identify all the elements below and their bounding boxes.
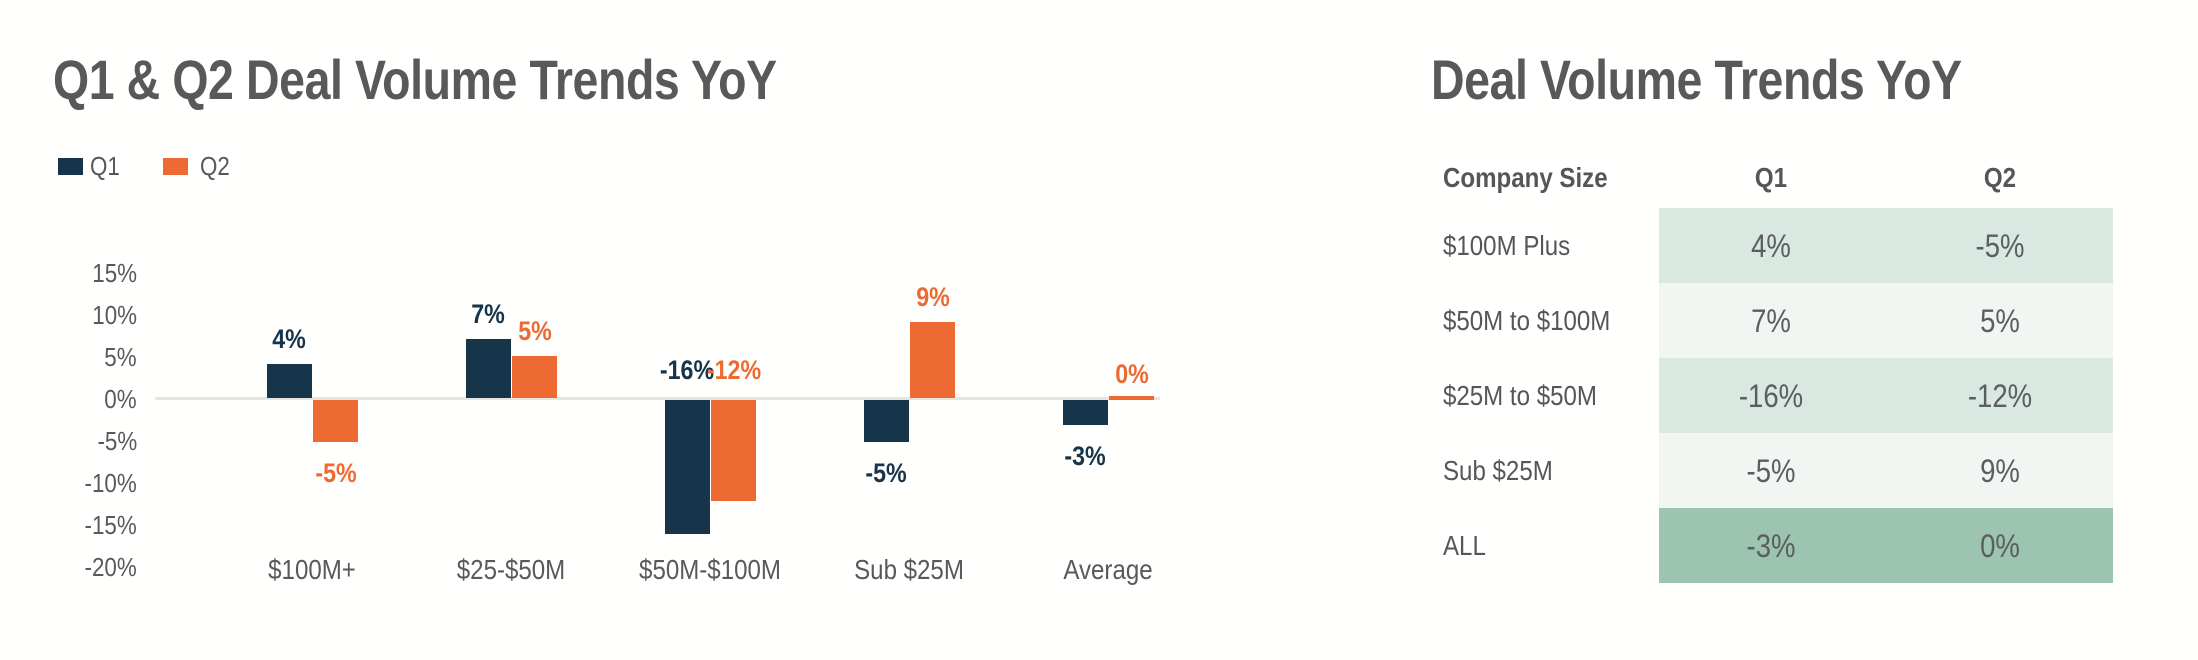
zero-value-dash [1109,396,1154,400]
y-tick-label: -20% [84,552,137,582]
table-row-label: Sub $25M [1443,454,1553,486]
table-cell-q2: 0% [1980,527,2020,564]
bar-q1-3 [665,400,710,535]
bar-value-label: -5% [865,458,907,488]
table-row-label: $50M to $100M [1443,304,1611,336]
bar-q2-3 [711,400,756,501]
legend-label-q2: Q2 [200,151,230,181]
x-category-label: $50M-$100M [639,554,781,585]
bar-value-label: 4% [272,324,306,355]
table-cell-q1: 7% [1751,302,1791,339]
bar-value-label: -3% [1064,441,1106,472]
bar-q1-1 [267,364,312,398]
table-cell-q1: -5% [1746,452,1796,489]
bar-q2-4 [910,322,955,398]
y-tick-label: -5% [97,426,137,456]
bar-chart-plot: 15% 10% 5% 0% -5% -10% -15% -20% 4% 7% -16% -5% -3% -… [84,258,1160,585]
y-tick-label: -15% [84,510,137,540]
table-cell-q2: 5% [1980,302,2020,339]
table-cell-q2: 9% [1980,452,2020,489]
legend-swatch-q2 [163,158,188,175]
y-tick-label: 5% [104,342,137,372]
table-cell-q2: -12% [1967,377,2033,414]
y-tick-label: 10% [92,300,137,330]
table-row-background [1659,283,2113,358]
bar-value-label: -12% [706,355,762,385]
bar-value-label: 9% [916,282,950,313]
table-cell-q1: -3% [1746,527,1796,564]
table-cell-q1: 4% [1751,227,1791,264]
bar-q2-2 [512,356,557,398]
y-tick-label: 0% [104,384,137,414]
table-row-label: $25M to $50M [1443,379,1597,411]
bar-q1-4 [864,400,909,442]
bar-value-label: -5% [315,458,357,488]
legend-label-q1: Q1 [90,151,120,181]
table-row-background [1659,433,2113,508]
bar-q1-2 [466,339,511,398]
bar-q2-1 [313,400,358,442]
table-header-company-size: Company Size [1443,162,1608,193]
table-row-label: $100M Plus [1443,229,1571,261]
table-row-background [1659,208,2113,283]
table-row-background [1659,508,2113,583]
bar-value-label: 5% [518,316,552,346]
legend-swatch-q1 [58,158,83,175]
bar-value-label: -16% [659,355,715,385]
table-row-label: ALL [1443,529,1486,561]
bar-value-label: 0% [1115,359,1149,389]
y-tick-label: 15% [92,258,137,288]
table-title: Deal Volume Trends YoY [1431,48,1962,111]
zero-axis-line [155,397,1160,400]
bar-q1-5 [1063,400,1108,426]
table-header-q2: Q2 [1983,162,2017,193]
table-header-q1: Q1 [1754,162,1788,193]
table-cell-q1: -16% [1738,377,1804,414]
x-category-label: $100M+ [268,554,356,585]
table-cell-q2: -5% [1975,227,2025,264]
x-category-label: Average [1063,554,1153,585]
chart-title: Q1 & Q2 Deal Volume Trends YoY [53,48,777,111]
y-tick-label: -10% [84,468,137,498]
bar-value-label: 7% [471,299,505,330]
x-category-label: Sub $25M [854,554,964,585]
x-category-label: $25-$50M [456,554,566,585]
table-row-background [1659,358,2113,433]
